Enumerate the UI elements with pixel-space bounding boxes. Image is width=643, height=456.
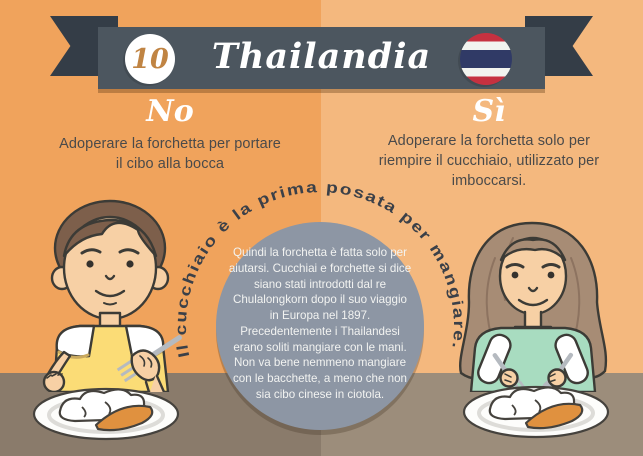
plate-right bbox=[462, 385, 610, 439]
woman-illustration bbox=[459, 221, 608, 392]
thailand-flag-icon bbox=[460, 33, 512, 85]
fact-text: Quindi la forchetta è fatta solo per aiu… bbox=[228, 246, 412, 401]
si-description: Adoperare la forchetta solo per riempire… bbox=[378, 133, 600, 189]
chapter-number: 10 bbox=[131, 43, 169, 75]
no-description: Adoperare la forchetta per portare il ci… bbox=[59, 136, 281, 172]
boy-hand bbox=[130, 349, 161, 382]
curry-wedge bbox=[94, 404, 154, 432]
woman-fringe bbox=[499, 238, 567, 262]
si-heading: Sì bbox=[472, 94, 506, 129]
boy-fringe bbox=[62, 218, 158, 258]
plate-left bbox=[32, 387, 180, 441]
chapter-number-badge: 10 bbox=[125, 34, 175, 84]
woman-neck bbox=[525, 310, 541, 326]
boy-forearm bbox=[150, 374, 164, 392]
boy-illustration bbox=[42, 199, 182, 392]
no-heading: No bbox=[146, 94, 194, 129]
woman-sleeve-right bbox=[554, 333, 589, 385]
country-title: Thailandia bbox=[211, 36, 432, 77]
boy-sleeve-left bbox=[55, 324, 96, 358]
curry-wedge bbox=[524, 402, 584, 430]
fact-circle bbox=[216, 222, 424, 430]
woman-hand-right bbox=[547, 368, 567, 388]
woman-sleeve-left bbox=[477, 333, 512, 385]
